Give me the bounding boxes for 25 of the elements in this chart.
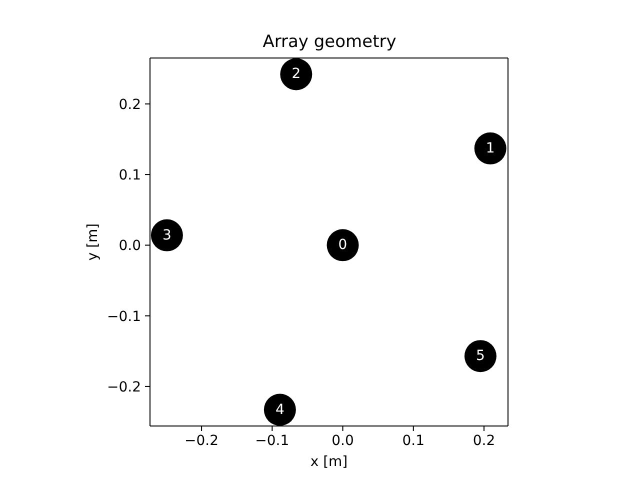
annotation: 5 — [476, 348, 485, 364]
point — [464, 340, 496, 372]
annotation: 2 — [292, 66, 301, 82]
y-tick-label: 0.1 — [118, 168, 141, 184]
y-tick-label: −0.2 — [107, 379, 141, 396]
y-tick-label: 0.2 — [118, 96, 141, 113]
point — [326, 229, 359, 262]
point — [280, 58, 312, 90]
point — [150, 219, 183, 252]
annotation: 3 — [162, 227, 172, 244]
y-axis-title: y [m] — [85, 223, 101, 261]
point — [264, 394, 296, 426]
annotation: 0 — [338, 237, 348, 254]
x-tick-label: 0.2 — [472, 432, 496, 449]
x-tick-label: 0.1 — [402, 432, 425, 449]
x-tick-label: 0.0 — [332, 432, 354, 449]
x-axis-title: x [m] — [310, 454, 348, 470]
annotation: 1 — [486, 140, 495, 156]
chart-title: Array geometry — [262, 32, 398, 52]
x-tick-label: −0.2 — [184, 432, 219, 449]
point — [474, 132, 506, 164]
x-tick-label: −0.1 — [255, 432, 290, 449]
y-tick-label: 0.0 — [118, 238, 141, 254]
annotation: 4 — [275, 402, 284, 418]
y-tick-label: −0.1 — [107, 308, 141, 325]
